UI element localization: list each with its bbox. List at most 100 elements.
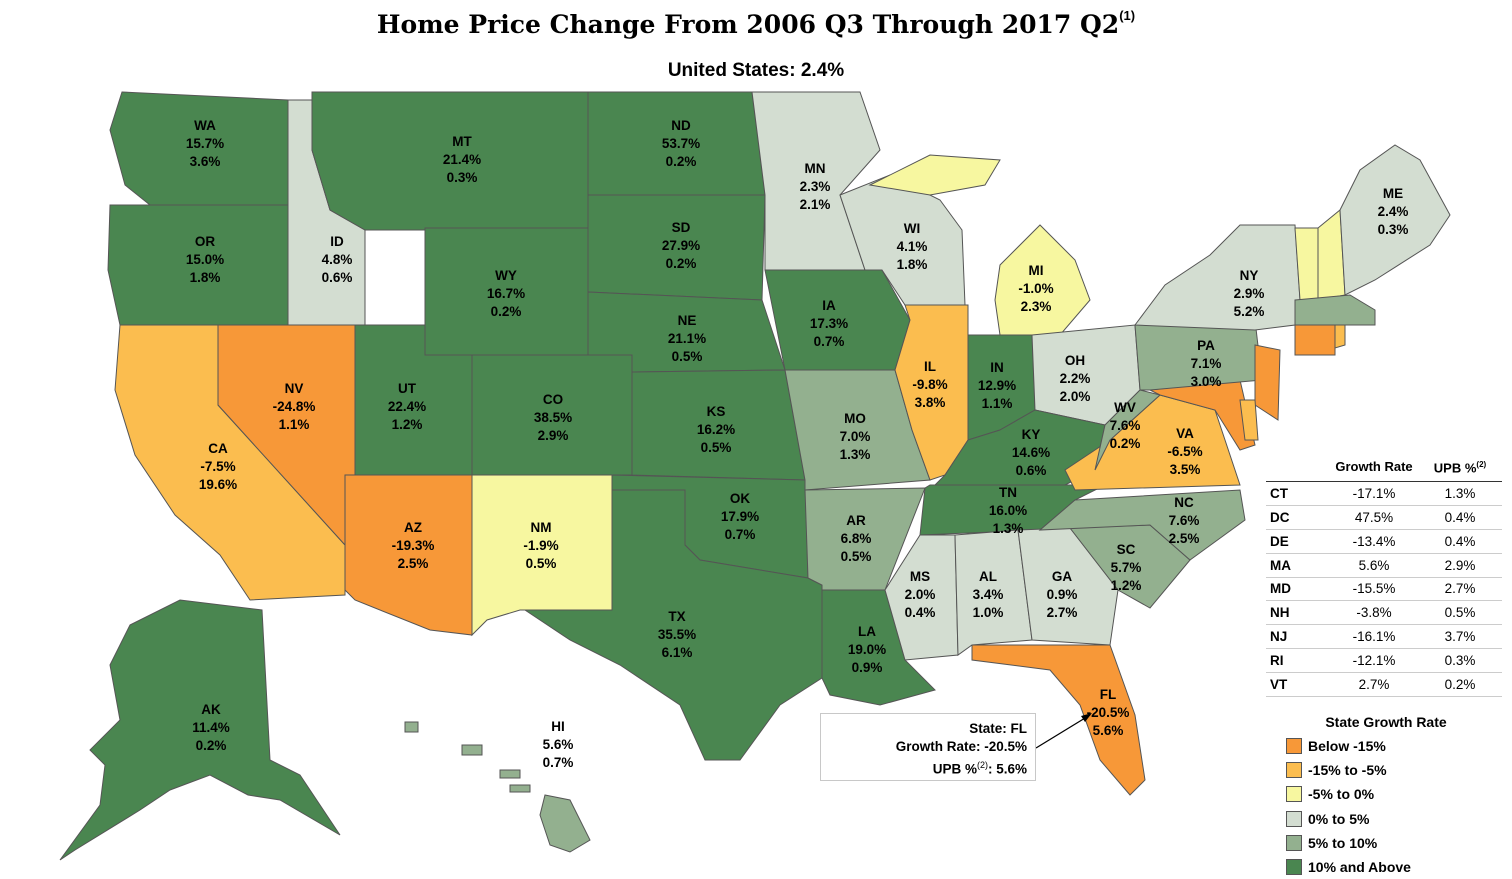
state-upb-NE: 0.5% xyxy=(671,349,703,364)
state-growth-CO: 38.5% xyxy=(533,410,573,425)
title-footnote: (1) xyxy=(1119,7,1136,23)
state-shape-TX[interactable] xyxy=(523,489,823,761)
state-growth-NV: -24.8% xyxy=(272,399,316,414)
state-growth-NY: 2.9% xyxy=(1233,286,1265,301)
table-cell-upb: 2.9% xyxy=(1418,553,1502,578)
state-shape-AK[interactable] xyxy=(59,599,341,861)
state-label-CO: CO 38.5% 2.9% xyxy=(534,391,572,445)
state-upb-WY: 0.2% xyxy=(490,304,522,319)
state-shape-DE[interactable] xyxy=(1239,399,1259,441)
state-code-OK: OK xyxy=(729,491,751,506)
table-cell-upb: 3.7% xyxy=(1418,624,1502,649)
state-growth-MT: 21.4% xyxy=(442,152,482,167)
table-header-growth: Growth Rate xyxy=(1330,455,1418,483)
table-row: VT 2.7% 0.2% xyxy=(1266,672,1502,697)
state-upb-PA: 3.0% xyxy=(1190,374,1222,389)
table-row: RI -12.1% 0.3% xyxy=(1266,648,1502,673)
legend-item: 10% and Above xyxy=(1286,855,1486,879)
state-code-IN: IN xyxy=(990,360,1004,375)
table-cell-upb: 2.7% xyxy=(1418,577,1502,602)
state-code-OR: OR xyxy=(194,234,216,249)
table-header-upb: UPB %(2) xyxy=(1418,455,1502,483)
state-shape-WV[interactable] xyxy=(1094,389,1162,471)
legend-item: -5% to 0% xyxy=(1286,782,1486,806)
state-shape-MA[interactable] xyxy=(1294,294,1376,326)
state-growth-ME: 2.4% xyxy=(1377,204,1409,219)
state-growth-UT: 22.4% xyxy=(387,399,427,414)
state-label-IL: IL -9.8% 3.8% xyxy=(912,358,947,412)
state-shape-RI[interactable] xyxy=(1334,324,1346,349)
table-cell-state: RI xyxy=(1266,648,1330,673)
state-code-WY: WY xyxy=(495,268,517,283)
state-shape-CT[interactable] xyxy=(1294,324,1336,356)
state-upb-UT: 1.2% xyxy=(391,417,423,432)
table-cell-upb: 1.3% xyxy=(1418,481,1502,507)
state-label-TN: TN 16.0% 1.3% xyxy=(989,484,1027,538)
state-label-HI: HI 5.6% 0.7% xyxy=(543,718,574,772)
state-label-LA: LA 19.0% 0.9% xyxy=(848,623,886,677)
state-label-ME: ME 2.4% 0.3% xyxy=(1378,185,1409,239)
state-label-KY: KY 14.6% 0.6% xyxy=(1012,426,1050,480)
state-shape-NC[interactable] xyxy=(1038,489,1246,561)
table-cell-growth: -13.4% xyxy=(1330,529,1418,554)
state-growth-AZ: -19.3% xyxy=(391,538,435,553)
table-cell-growth: 47.5% xyxy=(1330,505,1418,530)
legend-swatch xyxy=(1286,859,1302,876)
table-cell-state: DC xyxy=(1266,505,1330,530)
table-cell-state: DE xyxy=(1266,529,1330,554)
state-code-NY: NY xyxy=(1239,268,1259,283)
state-label-PA: PA 7.1% 3.0% xyxy=(1191,337,1222,391)
state-code-FL: FL xyxy=(1099,687,1117,702)
state-growth-WV: 7.6% xyxy=(1109,418,1141,433)
state-upb-CA: 19.6% xyxy=(198,477,238,492)
state-growth-OH: 2.2% xyxy=(1059,371,1091,386)
map-title-text: Home Price Change From 2006 Q3 Through 2… xyxy=(376,10,1120,39)
table-cell-state: VT xyxy=(1266,672,1330,697)
state-shape-MI[interactable] xyxy=(868,154,1091,336)
state-code-NE: NE xyxy=(677,313,697,328)
state-growth-KY: 14.6% xyxy=(1011,445,1051,460)
table-cell-upb: 0.2% xyxy=(1418,672,1502,697)
callout-upb-value: : 5.6% xyxy=(987,761,1027,777)
state-label-CA: CA -7.5% 19.6% xyxy=(199,440,237,494)
state-shape-FL[interactable] xyxy=(971,644,1146,796)
callout-state: State: FL xyxy=(969,721,1027,736)
table-cell-upb: 0.5% xyxy=(1418,600,1502,626)
state-code-IA: IA xyxy=(822,298,836,313)
legend-label: 5% to 10% xyxy=(1308,834,1378,851)
state-label-NV: NV -24.8% 1.1% xyxy=(273,380,316,434)
table-cell-growth: -3.8% xyxy=(1330,600,1418,626)
table-cell-upb: 0.4% xyxy=(1418,505,1502,530)
legend-title: State Growth Rate xyxy=(1325,714,1447,730)
state-growth-AL: 3.4% xyxy=(972,587,1004,602)
state-upb-AZ: 2.5% xyxy=(397,556,429,571)
table-row: CT -17.1% 1.3% xyxy=(1266,481,1502,507)
state-code-PA: PA xyxy=(1197,338,1215,353)
state-growth-IA: 17.3% xyxy=(809,316,849,331)
state-growth-SD: 27.9% xyxy=(661,238,701,253)
state-label-NY: NY 2.9% 5.2% xyxy=(1234,267,1265,321)
state-code-WA: WA xyxy=(194,118,216,133)
state-label-IN: IN 12.9% 1.1% xyxy=(978,359,1016,413)
state-shape-NJ[interactable] xyxy=(1254,344,1281,421)
state-growth-OR: 15.0% xyxy=(185,252,225,267)
legend-label: -5% to 0% xyxy=(1308,786,1375,803)
state-code-IL: IL xyxy=(924,359,936,374)
state-code-UT: UT xyxy=(398,381,416,396)
state-upb-ID: 0.6% xyxy=(321,270,353,285)
state-label-ID: ID 4.8% 0.6% xyxy=(322,233,353,287)
state-shape-MS[interactable] xyxy=(884,534,959,661)
state-label-OR: OR 15.0% 1.8% xyxy=(186,233,224,287)
state-upb-ME: 0.3% xyxy=(1377,222,1409,237)
state-shape-ME[interactable] xyxy=(1339,144,1451,296)
state-shape-HI[interactable] xyxy=(404,721,591,853)
state-shape-AL[interactable] xyxy=(954,529,1033,656)
legend-swatch xyxy=(1286,738,1302,755)
state-growth-AK: 11.4% xyxy=(192,720,230,735)
state-code-TN: TN xyxy=(999,485,1017,500)
small-states-table: Growth Rate UPB %(2) CT -17.1% 1.3% DC 47.5%… xyxy=(1266,455,1502,697)
map-title: Home Price Change From 2006 Q3 Through 2… xyxy=(0,7,1512,39)
state-upb-OK: 0.7% xyxy=(724,527,756,542)
state-code-GA: GA xyxy=(1051,569,1073,584)
state-shape-NY[interactable] xyxy=(1134,224,1301,331)
